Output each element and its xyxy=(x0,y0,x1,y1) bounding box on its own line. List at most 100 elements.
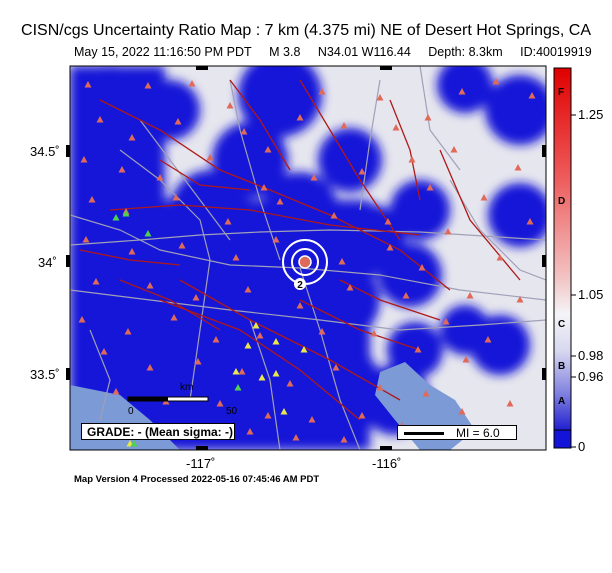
station-icon xyxy=(156,174,164,181)
station-icon xyxy=(392,124,400,131)
station-icon xyxy=(212,336,220,343)
station-icon xyxy=(462,356,470,363)
event-info: May 15, 2022 11:16:50 PM PDT M 3.8 N34.0… xyxy=(74,45,592,59)
station-icon xyxy=(194,358,202,365)
station-icon xyxy=(492,78,500,85)
map-area: 2 km 0 50 xyxy=(70,66,546,450)
station-icon xyxy=(84,81,92,88)
station-icon xyxy=(174,118,182,125)
station-icon xyxy=(264,146,272,153)
station-icon xyxy=(170,314,178,321)
station-icon xyxy=(286,380,294,387)
station-icon xyxy=(130,440,138,447)
station-icon xyxy=(118,166,126,173)
station-icon xyxy=(188,80,196,87)
lon-label-116: -116˚ xyxy=(372,456,402,471)
station-icon xyxy=(128,134,136,141)
grade-letter-b: B xyxy=(558,361,566,372)
station-icon xyxy=(346,284,354,291)
station-icon xyxy=(264,412,272,419)
station-icon xyxy=(402,292,410,299)
station-icon xyxy=(450,146,458,153)
station-icon xyxy=(240,128,248,135)
station-icon xyxy=(338,258,346,265)
station-icon xyxy=(422,390,430,397)
station-icon xyxy=(192,294,200,301)
station-icon xyxy=(244,342,252,349)
colorbar-value-1-05: 1.05 xyxy=(578,287,604,302)
faults xyxy=(79,79,521,421)
station-icon xyxy=(418,264,426,271)
station-icon xyxy=(144,82,152,89)
station-icon xyxy=(308,416,316,423)
station-icon xyxy=(318,328,326,335)
station-icon xyxy=(514,164,522,171)
station-icon xyxy=(330,212,338,219)
station-icon xyxy=(466,292,474,299)
colorbar-value-0-98: 0.98 xyxy=(578,348,604,363)
station-icon xyxy=(506,400,514,407)
station-icon xyxy=(340,436,348,443)
station-icon xyxy=(232,254,240,261)
station-icon xyxy=(276,198,284,205)
grade-letter-d: D xyxy=(558,196,566,207)
station-icon xyxy=(496,254,504,261)
station-icon xyxy=(226,102,234,109)
station-icon xyxy=(376,384,384,391)
station-icon xyxy=(128,248,136,255)
station-icon xyxy=(426,184,434,191)
station-icon xyxy=(146,364,154,371)
station-icon xyxy=(414,346,422,353)
colorbar-value-1-25: 1.25 xyxy=(578,107,604,122)
lon-label-117: -117˚ xyxy=(186,456,216,471)
station-icon xyxy=(144,230,152,237)
scale-km-label: km xyxy=(180,382,193,393)
station-icon xyxy=(224,218,232,225)
lat-label-33-5: 33.5˚ xyxy=(30,367,60,382)
station-icon xyxy=(340,122,348,129)
station-icon xyxy=(516,296,524,303)
station-icon xyxy=(206,154,214,161)
colorbar-value-0-96: 0.96 xyxy=(578,369,604,384)
grade-letter-a: A xyxy=(558,396,566,407)
event-magnitude: M 3.8 xyxy=(269,45,301,59)
epicenter-marker: 2 xyxy=(282,239,328,291)
station-icon xyxy=(484,336,492,343)
station-icon xyxy=(408,156,416,163)
station-icon xyxy=(112,388,120,395)
station-icon xyxy=(384,218,392,225)
station-icon xyxy=(272,338,280,345)
station-icon xyxy=(216,400,224,407)
station-icon xyxy=(358,412,366,419)
station-icon xyxy=(526,218,534,225)
station-icon xyxy=(272,370,280,377)
station-icon xyxy=(238,368,246,375)
station-icon xyxy=(458,88,466,95)
station-icon xyxy=(244,286,252,293)
station-icon xyxy=(96,116,104,123)
station-icon xyxy=(260,184,268,191)
station-icon xyxy=(292,434,300,441)
mi-scale-bar xyxy=(404,432,444,435)
scale-tick-50: 50 xyxy=(226,406,238,417)
lat-label-34-5: 34.5˚ xyxy=(30,144,60,159)
scale-tick-0: 0 xyxy=(128,406,134,417)
map-title: CISN/cgs Uncertainty Ratio Map : 7 km (4… xyxy=(21,22,591,39)
station-icon xyxy=(178,242,186,249)
station-icon xyxy=(376,94,384,101)
station-icon xyxy=(112,214,120,221)
station-icon xyxy=(444,228,452,235)
station-icon xyxy=(424,114,432,121)
station-icon xyxy=(300,346,308,353)
station-icon xyxy=(386,244,394,251)
event-id: ID:40019919 xyxy=(520,45,592,59)
station-icon xyxy=(528,92,536,99)
station-icon xyxy=(82,236,90,243)
station-icon xyxy=(124,328,132,335)
lat-label-34: 34˚ xyxy=(38,255,57,270)
station-icon xyxy=(172,194,180,201)
mi-legend: MI = 6.0 xyxy=(397,425,517,440)
station-icon xyxy=(280,408,288,415)
colorbar-value-0: 0 xyxy=(578,439,586,454)
